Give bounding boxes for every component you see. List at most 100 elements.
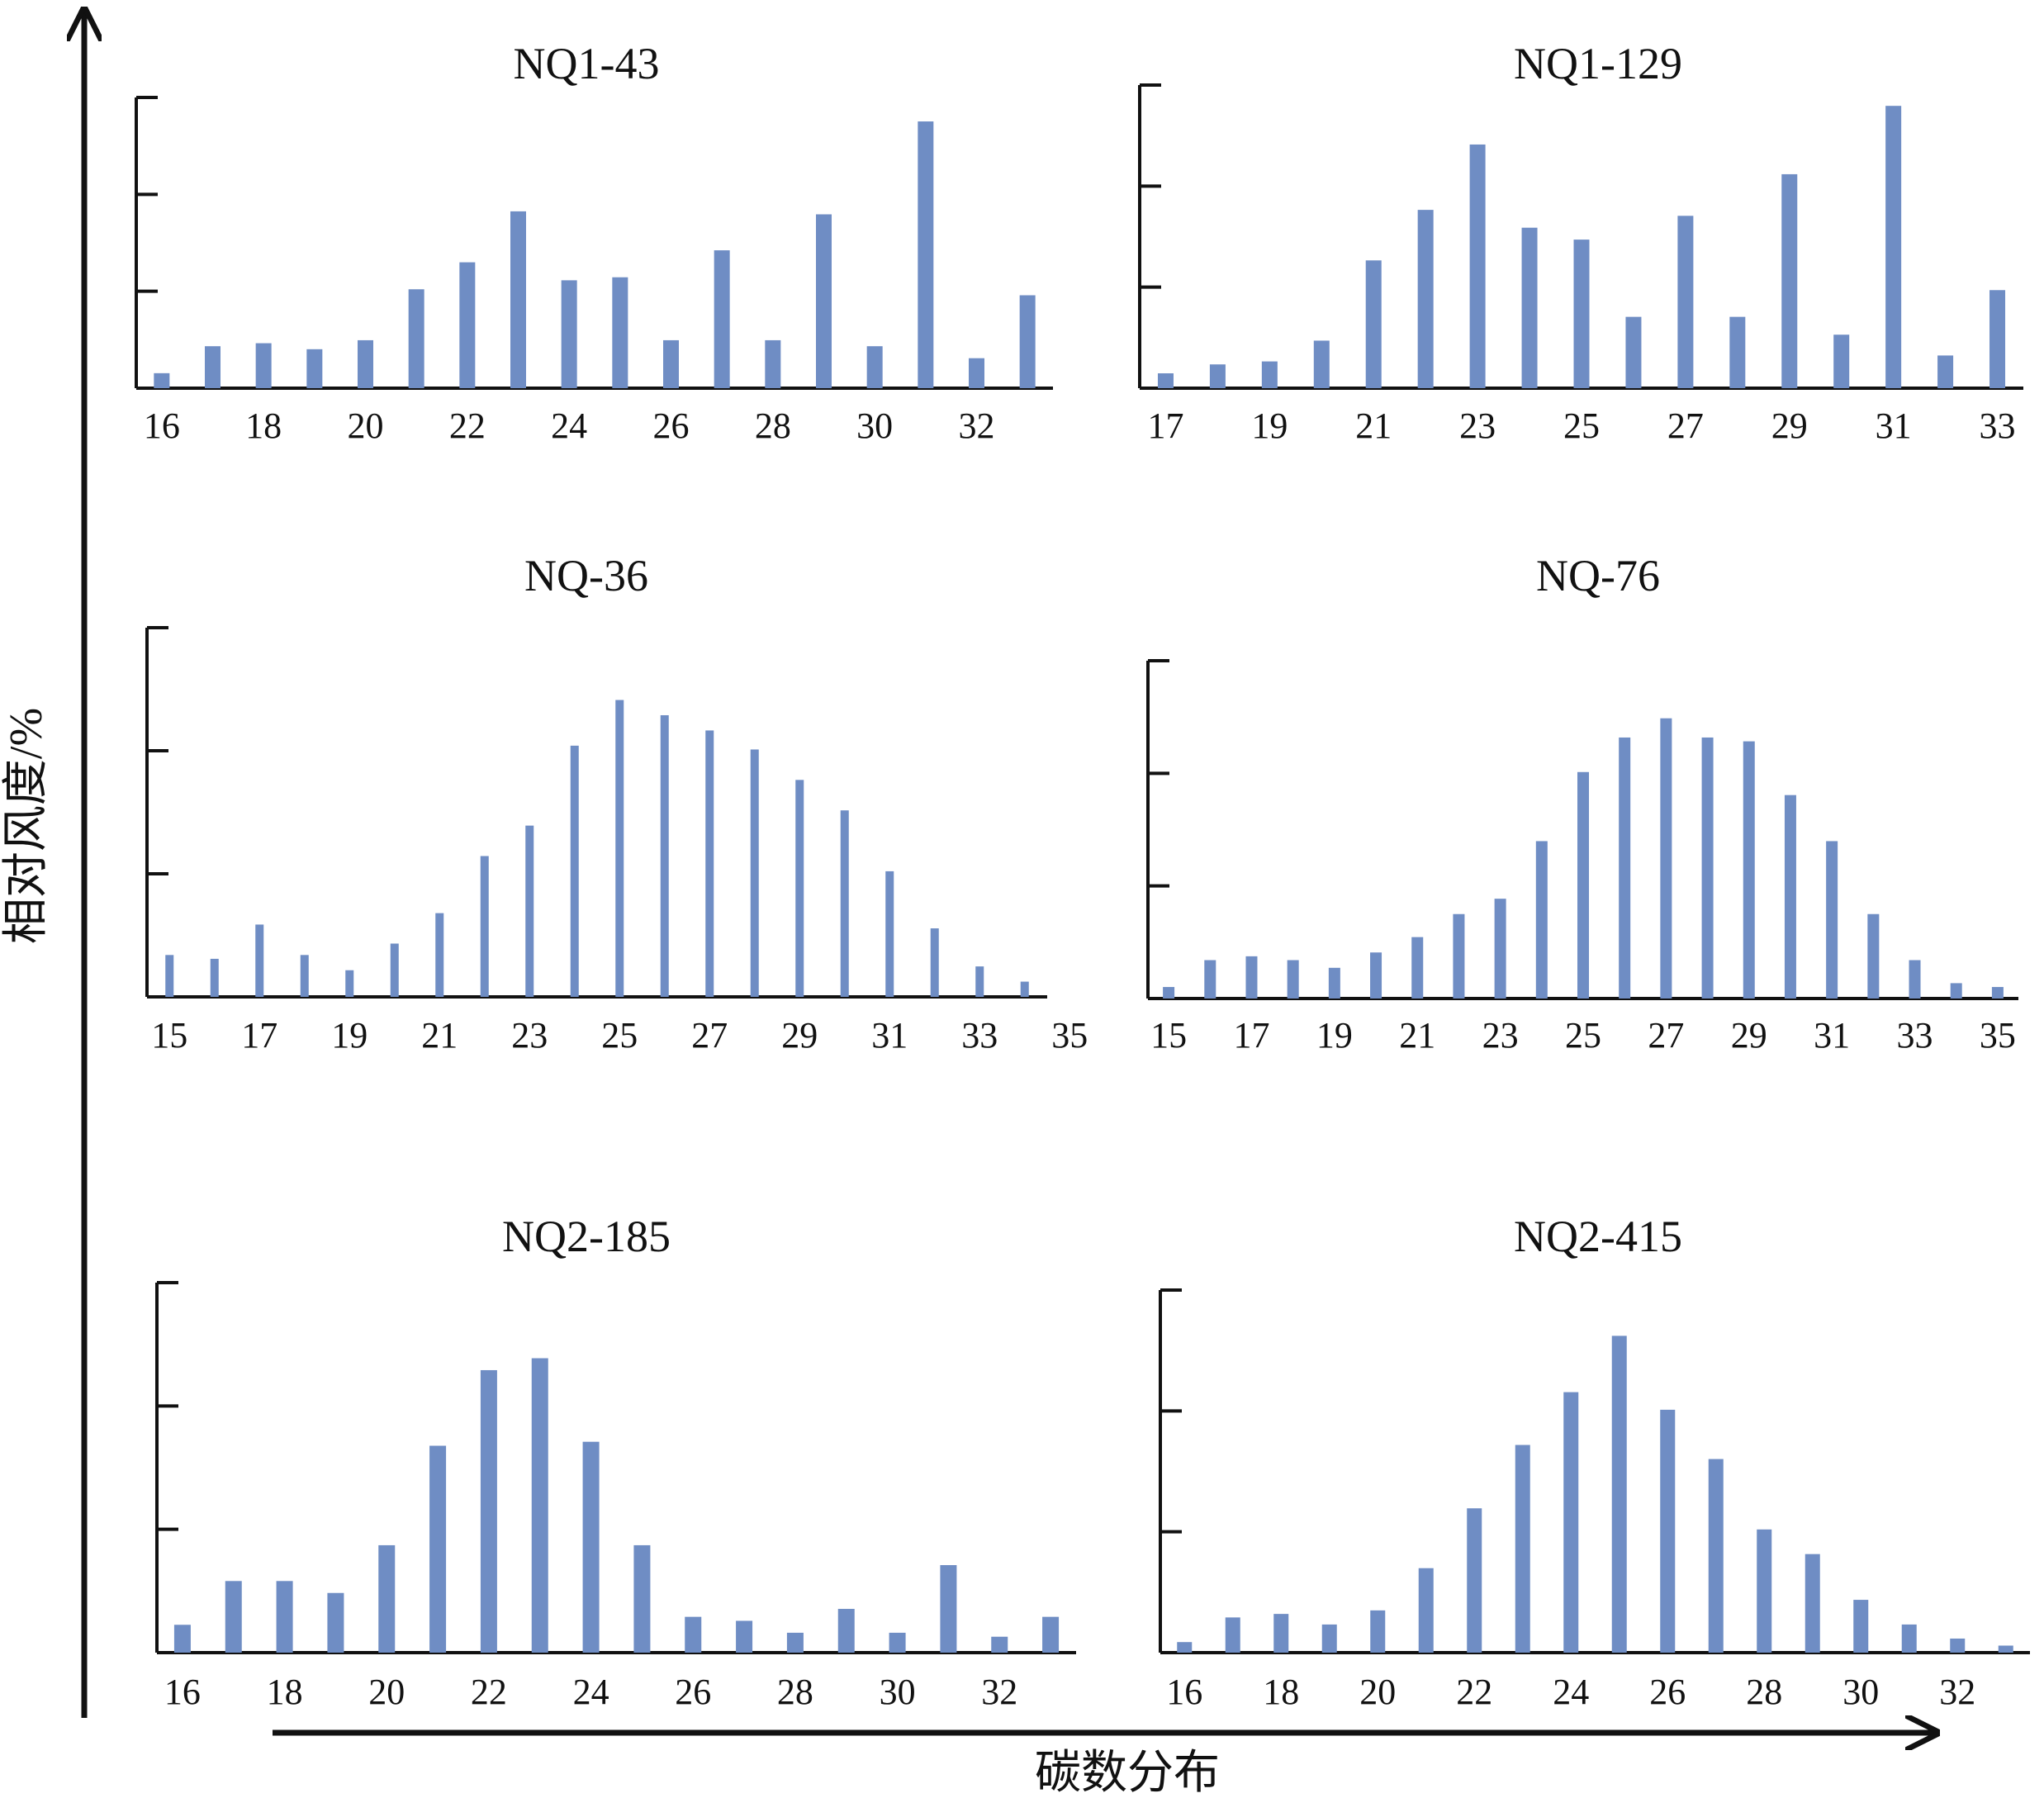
chart-panel: NQ2-185 16 18 20 22 24 26 28 30 32 [155, 1212, 1076, 1712]
bar [1225, 1617, 1240, 1653]
x-tick-label: 32 [1939, 1672, 1975, 1712]
bar [1573, 240, 1590, 388]
x-tick-label: 19 [331, 1015, 368, 1056]
bar [1701, 737, 1714, 999]
bar [1521, 227, 1538, 388]
x-tick-label: 22 [449, 406, 486, 446]
bar [1418, 1568, 1434, 1653]
x-tick-label: 25 [601, 1015, 638, 1056]
x-tick-label: 26 [653, 406, 690, 446]
bar [1411, 937, 1424, 999]
bar [940, 1565, 957, 1653]
bar [918, 121, 934, 388]
x-tick-label: 20 [1359, 1672, 1396, 1712]
bar [276, 1581, 293, 1653]
x-tick-label: 28 [777, 1672, 813, 1712]
x-tick-label: 30 [880, 1672, 916, 1712]
x-tick-label: 28 [755, 406, 791, 446]
bar [1287, 960, 1299, 999]
bar [1998, 1645, 2013, 1653]
bar [1660, 1409, 1676, 1653]
bar [1209, 364, 1226, 388]
x-tick-label: 29 [1771, 406, 1808, 446]
bar [429, 1445, 447, 1653]
bar [531, 1358, 548, 1653]
bar [885, 871, 894, 997]
x-tick-label: 35 [1980, 1015, 2016, 1056]
bar [660, 714, 669, 997]
bar [480, 856, 489, 997]
bar [525, 825, 534, 997]
bar [1417, 210, 1434, 388]
chart-panel: NQ-36 15 17 19 21 23 25 27 29 31 33 35 [145, 551, 1088, 1056]
bar [765, 339, 781, 388]
x-tick-label: 28 [1746, 1672, 1782, 1712]
x-tick-label: 17 [241, 1015, 277, 1056]
bar [1619, 737, 1631, 999]
bar [705, 730, 714, 997]
x-tick-label: 24 [573, 1672, 609, 1712]
chart-panel: NQ1-129 17 19 21 23 25 27 29 31 33 [1138, 39, 2023, 446]
x-tick-label: 15 [1150, 1015, 1187, 1056]
x-tick-label: 29 [1731, 1015, 1767, 1056]
bar [866, 346, 883, 388]
bar [615, 700, 624, 997]
bar [1535, 841, 1548, 999]
x-tick-label: 15 [151, 1015, 187, 1056]
bar [225, 1581, 242, 1653]
bar [1826, 841, 1838, 999]
bar [969, 358, 984, 388]
bar [975, 966, 984, 997]
bar [1805, 1554, 1820, 1653]
bar [816, 214, 832, 388]
bar [1729, 316, 1746, 388]
x-tick-label: 33 [1897, 1015, 1933, 1056]
x-tick-label: 22 [471, 1672, 507, 1712]
x-tick-label: 31 [1814, 1015, 1850, 1056]
x-tick-label: 19 [1251, 406, 1288, 446]
bar [306, 349, 323, 388]
x-tick-label: 17 [1233, 1015, 1269, 1056]
x-tick-label: 29 [781, 1015, 818, 1056]
panel-title: NQ2-185 [502, 1212, 671, 1261]
chart-panel: NQ1-43 16 18 20 22 24 26 28 30 32 [135, 39, 1053, 446]
bar [210, 958, 219, 997]
x-tick-label: 23 [1482, 1015, 1519, 1056]
bar [570, 745, 579, 997]
bar [1950, 1638, 1966, 1653]
panel-title: NQ1-129 [1514, 39, 1682, 88]
y-axis-title: 相对风度/% [1, 708, 52, 944]
x-tick-label: 21 [421, 1015, 458, 1056]
x-tick-label: 16 [144, 406, 180, 446]
bar [1245, 956, 1258, 999]
bar [795, 780, 804, 997]
bar [582, 1441, 600, 1653]
bar [1273, 1614, 1289, 1653]
bar [1901, 1624, 1917, 1653]
bar [685, 1616, 702, 1653]
bar [1313, 340, 1330, 388]
x-tick-label: 31 [871, 1015, 908, 1056]
bar [300, 955, 309, 997]
x-tick-label: 18 [1263, 1672, 1299, 1712]
bar [1660, 718, 1672, 999]
x-tick-label: 32 [959, 406, 995, 446]
bar [991, 1636, 1008, 1653]
bar [1467, 1508, 1482, 1653]
x-tick-label: 21 [1399, 1015, 1435, 1056]
x-tick-label: 26 [1649, 1672, 1686, 1712]
bar [1625, 316, 1642, 388]
chart-panels: NQ1-43 16 18 20 22 24 26 28 30 32 NQ1-129 17 19 21 23 2… [135, 39, 2030, 1712]
panel-title: NQ-36 [524, 551, 648, 600]
panel-title: NQ2-415 [1514, 1212, 1682, 1261]
bar [561, 280, 577, 388]
x-tick-label: 21 [1355, 406, 1392, 446]
bar [435, 913, 444, 997]
x-tick-label: 23 [511, 1015, 548, 1056]
x-axis-title: 碳数分布 [1035, 1748, 1220, 1798]
bar [663, 339, 679, 388]
x-tick-label: 26 [675, 1672, 711, 1712]
bar [1042, 1616, 1060, 1653]
bar [930, 928, 939, 997]
